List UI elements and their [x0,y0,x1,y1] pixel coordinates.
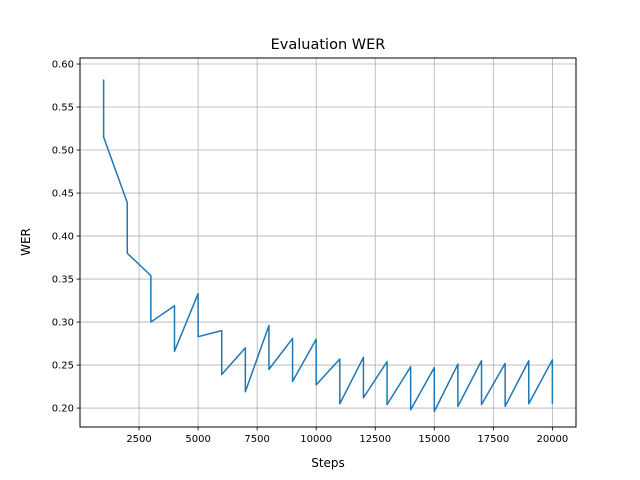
y-tick-label: 0.45 [52,189,74,200]
x-tick-label: 10000 [300,434,332,445]
tick-layer: 2500 5000 7500 10000 12500 15000 17500 20000 0.2… [52,60,569,445]
chart-title: Evaluation WER [271,37,386,53]
x-tick-label: 17500 [477,434,509,445]
x-axis-label: Steps [311,456,345,470]
y-tick-label: 0.60 [52,60,74,71]
wer-series-line [102,79,554,413]
y-tick-label: 0.50 [52,146,74,157]
y-tick-label: 0.35 [52,275,74,286]
grid-layer [80,58,576,427]
y-axis-label: WER [19,228,33,256]
y-tick-label: 0.25 [52,361,74,372]
x-tick-label: 15000 [418,434,450,445]
plot-frame [79,57,577,428]
y-tick-label: 0.30 [52,318,74,329]
y-tick-label: 0.55 [52,103,74,114]
series-layer [102,79,554,413]
y-tick-label: 0.40 [52,232,74,243]
x-tick-label: 12500 [359,434,391,445]
y-tick-label: 0.20 [52,404,74,415]
x-tick-label: 5000 [185,434,210,445]
x-tick-label: 7500 [244,434,269,445]
x-tick-label: 2500 [126,434,151,445]
x-tick-label: 20000 [536,434,568,445]
